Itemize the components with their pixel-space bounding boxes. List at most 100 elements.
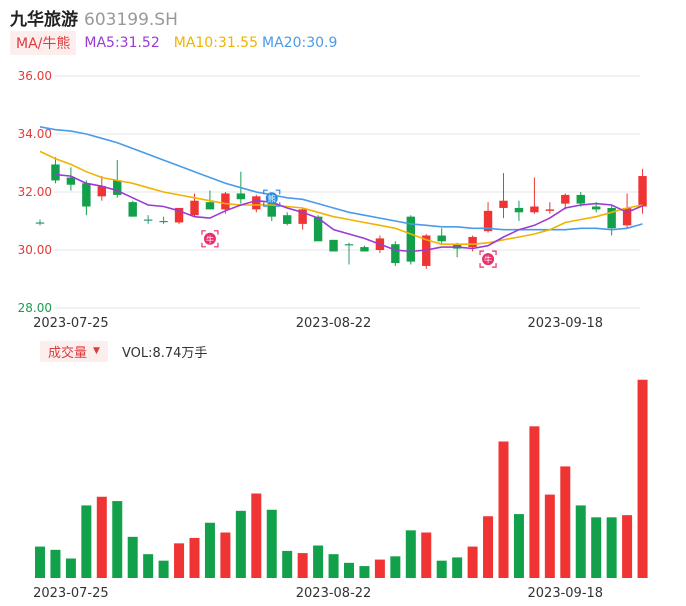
marker-corner <box>492 250 497 256</box>
ma-indicator-tag[interactable]: MA/牛熊 <box>10 31 77 55</box>
ma10-label: MA10:31.55 <box>173 35 259 51</box>
volume-bar <box>452 557 463 578</box>
ma5-line <box>55 173 643 253</box>
volume-bar <box>467 546 478 578</box>
x-date-label: 2023-09-18 <box>528 316 604 331</box>
volume-bar <box>591 517 602 578</box>
volume-bar <box>513 514 524 578</box>
volume-bar <box>35 546 45 578</box>
bull-marker-icon[interactable]: 牛 <box>479 250 497 268</box>
volume-bar <box>96 496 107 578</box>
candle-body <box>499 200 508 208</box>
volume-bar <box>390 556 401 578</box>
x-date-label: 2023-08-22 <box>296 316 372 331</box>
candle-body <box>514 207 524 213</box>
volume-bar <box>204 522 215 578</box>
candle-body <box>283 215 292 224</box>
volume-bar <box>174 543 185 578</box>
volume-bar <box>81 505 92 578</box>
caret-down-icon: ▼ <box>93 346 100 356</box>
y-tick-label: 36.00 <box>18 69 52 83</box>
marker-label: 牛 <box>206 234 214 244</box>
marker-corner <box>201 242 206 248</box>
candle-body <box>530 206 539 213</box>
volume-indicator-label: 成交量 <box>48 345 88 361</box>
bull-marker-icon[interactable]: 牛 <box>201 230 219 248</box>
ma-legend: MA/牛熊 MA5:31.52 MA10:31.55 MA20:30.9 <box>10 31 337 55</box>
volume-bar <box>127 536 138 578</box>
marker-corner <box>263 202 268 207</box>
volume-bar <box>575 505 586 578</box>
volume-bar <box>65 558 76 578</box>
marker-label: 牛 <box>484 255 492 265</box>
volume-bar <box>637 379 648 578</box>
ma5-label: MA5:31.52 <box>84 35 160 51</box>
candle-body <box>97 186 106 197</box>
volume-bar <box>251 493 262 578</box>
marker-badge <box>203 232 216 245</box>
candle-body <box>190 200 199 216</box>
candle-body <box>360 247 369 252</box>
candle-body <box>344 244 354 246</box>
ma20-line <box>39 126 643 231</box>
volume-bar <box>266 509 277 578</box>
volume-bar <box>235 510 246 578</box>
candle-body <box>236 193 246 200</box>
marker-corner <box>479 263 485 268</box>
volume-bar <box>344 562 354 578</box>
volume-indicator-tag[interactable]: 成交量 ▼ <box>40 340 108 362</box>
volume-bar <box>143 554 154 578</box>
candle-body <box>128 202 137 217</box>
marker-corner <box>201 230 206 235</box>
volume-bar <box>436 560 447 578</box>
candle-body <box>391 244 400 264</box>
candle-body <box>545 209 555 211</box>
candle-body <box>143 219 153 221</box>
candle-body <box>221 193 230 210</box>
candle-body <box>51 164 60 181</box>
ma20-label: MA20:30.9 <box>262 35 338 51</box>
volume-bar <box>282 550 293 578</box>
volume-bar <box>560 466 571 578</box>
candle-body <box>113 180 122 195</box>
candle-body <box>82 183 91 207</box>
volume-bar <box>297 553 308 578</box>
volume-bar <box>544 494 555 578</box>
stock-header: 九华旅游 603199.SH <box>10 5 178 30</box>
candle-body <box>406 216 415 262</box>
candle-body <box>205 202 215 210</box>
candle-body <box>607 207 616 229</box>
marker-corner <box>213 242 219 248</box>
volume-bar <box>313 545 324 578</box>
y-tick-label: 34.00 <box>18 127 52 141</box>
candle-body <box>592 206 601 210</box>
volume-bar <box>374 559 385 578</box>
y-tick-label: 32.00 <box>18 185 52 199</box>
x-date-label: 2023-07-25 <box>33 316 109 331</box>
marker-corner <box>275 202 281 207</box>
marker-corner <box>263 189 268 195</box>
y-tick-label: 30.00 <box>18 243 52 257</box>
candle-body <box>35 222 45 224</box>
ma10-line <box>39 150 643 245</box>
candle-body <box>159 221 168 223</box>
volume-bar <box>359 566 370 578</box>
candle-body <box>576 194 585 204</box>
candle-body <box>298 209 307 224</box>
volume-bar <box>220 532 231 578</box>
bear-marker-icon[interactable]: 熊 <box>263 189 281 207</box>
volume-bar <box>189 537 200 578</box>
candle-body <box>267 202 276 217</box>
candle-body <box>329 239 338 252</box>
volume-value: VOL:8.74万手 <box>121 345 208 361</box>
candle-body <box>622 207 632 226</box>
volume-bar <box>50 549 61 578</box>
volume-bar <box>498 441 509 578</box>
marker-label: 熊 <box>268 194 276 204</box>
volume-bar <box>421 532 432 578</box>
marker-corner <box>492 263 497 268</box>
candle-body <box>174 207 184 223</box>
marker-badge <box>482 253 495 266</box>
candle-body <box>313 216 323 242</box>
